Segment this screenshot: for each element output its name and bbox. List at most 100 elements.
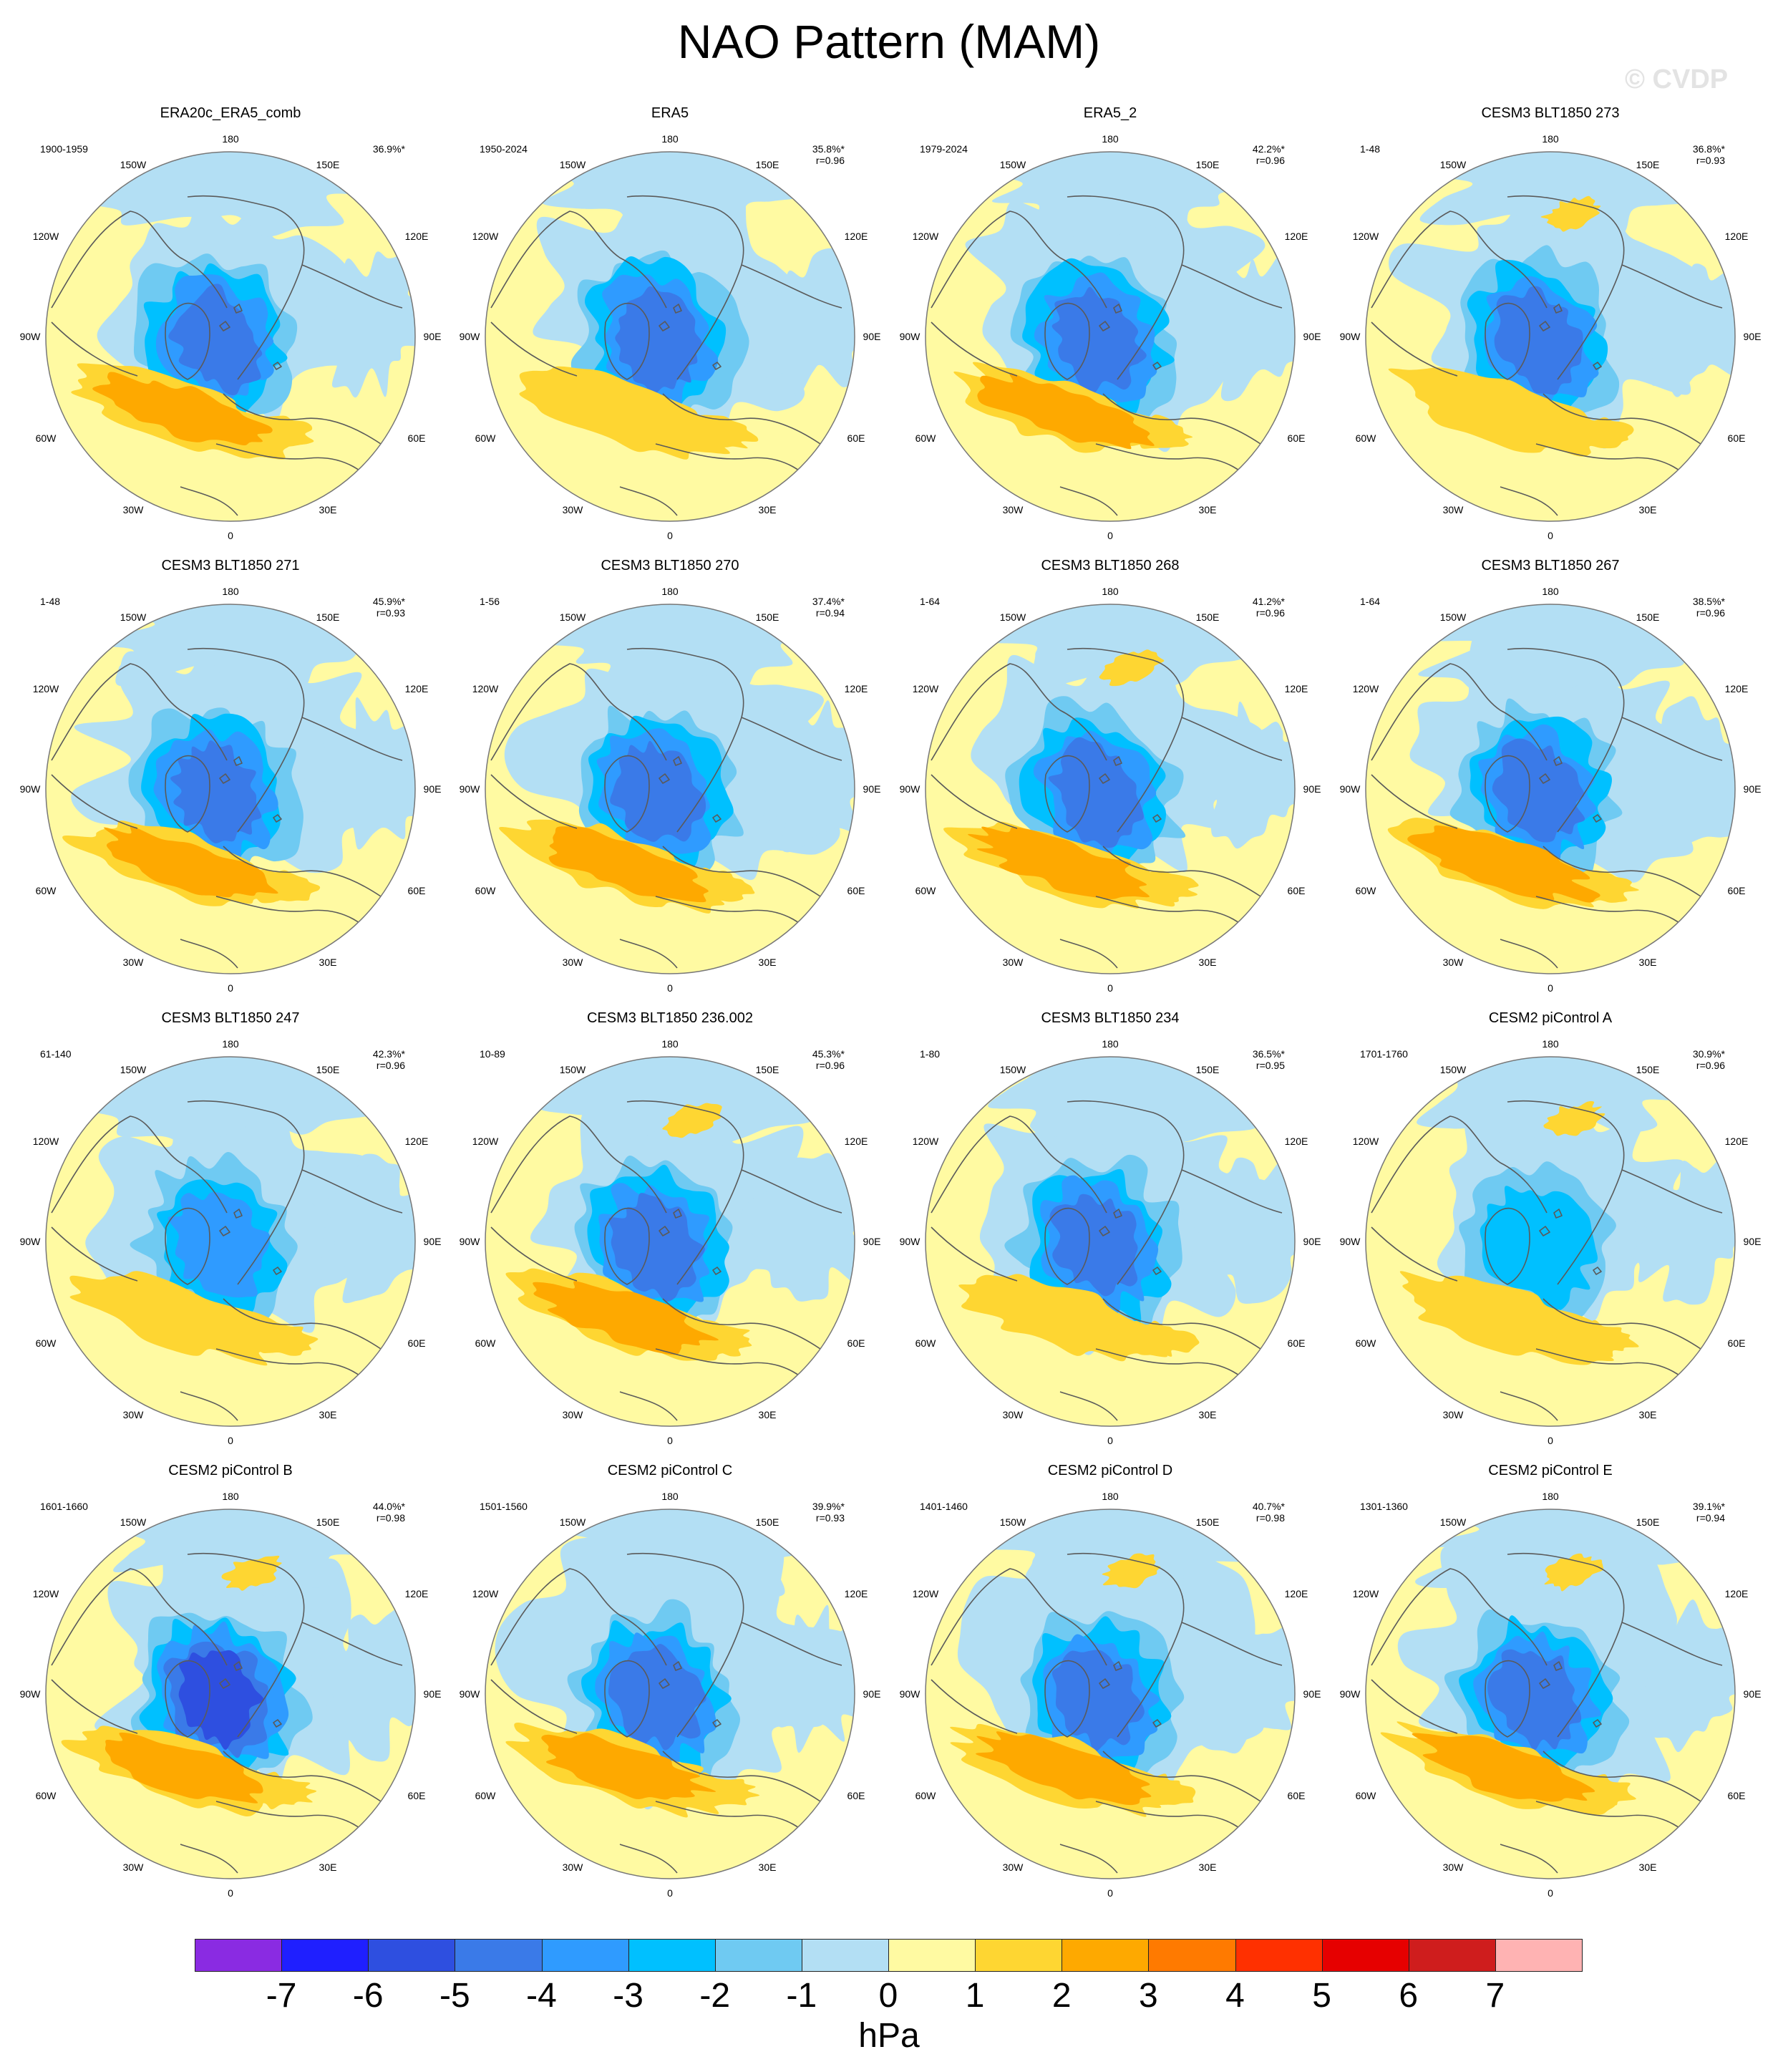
longitude-label-30e: 30E: [758, 957, 777, 968]
azores-high-contour: [548, 826, 709, 903]
longitude-label-0: 0: [228, 982, 233, 994]
azores-high-contour: [1407, 825, 1600, 903]
longitude-label-60w: 60W: [1355, 1337, 1376, 1349]
colorbar-swatch: [714, 1939, 802, 1972]
azores-high-contour: [1388, 367, 1611, 457]
icelandic-low-contour: [1048, 737, 1144, 848]
longitude-label-90w: 90W: [1339, 331, 1361, 342]
variance-explained: 45.3%*: [812, 1048, 845, 1060]
longitude-label-150e: 150E: [1636, 159, 1660, 170]
map-panel: CESM2 piControl E 1301-1360 39.1%* r=0.94 18…: [1330, 1463, 1771, 1909]
longitude-label-60e: 60E: [407, 432, 426, 444]
longitude-label-60e: 60E: [1287, 885, 1306, 896]
longitude-label-30e: 30E: [1198, 504, 1217, 515]
longitude-label-60w: 60W: [915, 432, 936, 444]
colorbar-tick-label: -4: [526, 1977, 557, 2015]
polar-map: [45, 1056, 416, 1427]
longitude-label-120w: 120W: [472, 683, 499, 694]
longitude-label-150e: 150E: [316, 1064, 340, 1075]
panel-title: CESM3 BLT1850 273: [1481, 105, 1620, 121]
colorbar-swatch: [1062, 1939, 1150, 1972]
colorbar-tick-label: -6: [352, 1977, 384, 2015]
longitude-label-0: 0: [1548, 1887, 1553, 1899]
years-label: 1900-1959: [40, 143, 88, 155]
panel-title: CESM3 BLT1850 236.002: [586, 1010, 753, 1026]
longitude-label-60e: 60E: [1287, 432, 1306, 444]
longitude-label-150e: 150E: [316, 159, 340, 170]
colorbar-tick-label: 4: [1225, 1977, 1245, 2015]
longitude-label-90e: 90E: [1743, 331, 1762, 342]
variance-explained: 40.7%*: [1252, 1501, 1285, 1512]
pattern-correlation: r=0.93: [1696, 155, 1725, 166]
longitude-label-30e: 30E: [758, 1409, 777, 1420]
longitude-label-30w: 30W: [122, 957, 144, 968]
colorbar-tick-label: 0: [878, 1977, 898, 2015]
longitude-label-90w: 90W: [19, 331, 41, 342]
variance-explained: 45.9%*: [372, 596, 405, 607]
longitude-label-90e: 90E: [1743, 1236, 1762, 1247]
map-panel: CESM3 BLT1850 247 61-140 42.3%* r=0.96 180 0 1…: [10, 1010, 451, 1456]
longitude-label-120w: 120W: [1352, 231, 1379, 242]
icelandic-low-contour: [1051, 286, 1147, 394]
pattern-correlation: r=0.96: [1255, 607, 1285, 619]
longitude-label-120w: 120W: [1352, 1588, 1379, 1599]
longitude-label-60w: 60W: [915, 1790, 936, 1801]
longitude-label-120w: 120W: [1352, 683, 1379, 694]
longitude-label-120e: 120E: [1724, 1588, 1749, 1599]
panel-title: ERA5_2: [1083, 105, 1137, 121]
map-panel: CESM3 BLT1850 267 1-64 38.5%* r=0.96 180 0 150…: [1330, 558, 1771, 1004]
variance-explained: 42.3%*: [372, 1048, 405, 1060]
longitude-label-180: 180: [222, 1491, 239, 1502]
variance-explained: 42.2%*: [1252, 143, 1285, 155]
longitude-label-120w: 120W: [912, 1136, 939, 1147]
longitude-label-90e: 90E: [1303, 1236, 1321, 1247]
azores-high-contour: [105, 1732, 263, 1804]
variance-explained: 36.9%*: [372, 143, 405, 155]
longitude-label-60e: 60E: [847, 885, 865, 896]
panel-title: CESM2 piControl C: [607, 1463, 733, 1478]
map-panel: CESM3 BLT1850 234 1-80 36.5%* r=0.95 180 0 150…: [890, 1010, 1331, 1456]
icelandic-low-contour: [1051, 1650, 1145, 1752]
longitude-label-60e: 60E: [847, 432, 865, 444]
map-panel: CESM2 piControl D 1401-1460 40.7%* r=0.98 18…: [890, 1463, 1331, 1909]
colorbar-swatch: [281, 1939, 369, 1972]
longitude-label-30w: 30W: [1002, 504, 1024, 515]
longitude-label-120e: 120E: [844, 231, 868, 242]
longitude-label-0: 0: [1548, 982, 1553, 994]
variance-explained: 44.0%*: [372, 1501, 405, 1512]
longitude-label-30w: 30W: [122, 1862, 144, 1873]
variance-explained: 39.9%*: [812, 1501, 845, 1512]
longitude-label-120w: 120W: [912, 683, 939, 694]
longitude-label-150w: 150W: [999, 1064, 1026, 1075]
longitude-label-60w: 60W: [35, 432, 57, 444]
pacific-high-contour: [1543, 1100, 1605, 1136]
longitude-label-150w: 150W: [1439, 1516, 1467, 1528]
colorbar-tick-label: -3: [613, 1977, 643, 2015]
polar-map: [1365, 1509, 1736, 1879]
longitude-label-180: 180: [661, 586, 679, 597]
longitude-label-150w: 150W: [559, 159, 586, 170]
longitude-label-150e: 150E: [1195, 611, 1220, 623]
polar-map: [45, 1509, 416, 1879]
colorbar-tick-label: 2: [1051, 1977, 1072, 2015]
longitude-label-150w: 150W: [559, 1516, 586, 1528]
longitude-label-180: 180: [1542, 133, 1559, 145]
pattern-correlation: r=0.98: [1255, 1512, 1285, 1524]
longitude-label-180: 180: [1102, 133, 1119, 145]
map-boundary: [925, 1056, 1296, 1427]
years-label: 1301-1360: [1360, 1501, 1408, 1512]
polar-map: [1365, 151, 1736, 522]
longitude-label-0: 0: [1107, 530, 1113, 541]
longitude-label-60w: 60W: [475, 1337, 496, 1349]
longitude-label-90w: 90W: [19, 1688, 41, 1700]
longitude-label-30e: 30E: [319, 957, 337, 968]
colorbar-swatch: [1495, 1939, 1583, 1972]
longitude-label-30w: 30W: [562, 957, 583, 968]
colorbar-tick-label: -1: [786, 1977, 817, 2015]
longitude-label-30e: 30E: [319, 504, 337, 515]
polar-map: [485, 151, 855, 522]
polar-map: [45, 151, 416, 522]
pattern-correlation: r=0.95: [1255, 1060, 1285, 1071]
longitude-label-0: 0: [228, 1887, 233, 1899]
longitude-label-60e: 60E: [1727, 885, 1746, 896]
